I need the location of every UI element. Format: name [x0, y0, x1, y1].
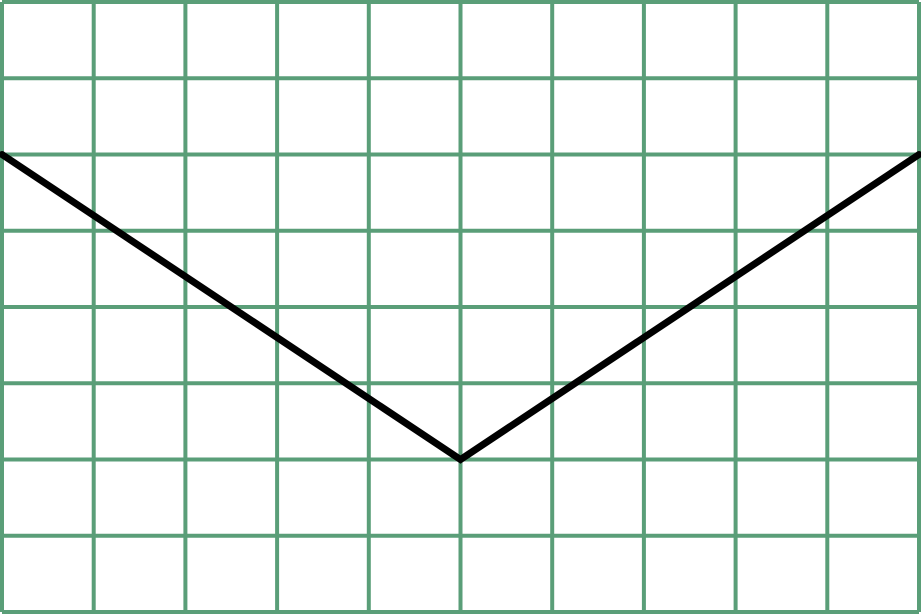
series-line-0 [0, 151, 921, 464]
series-layer [0, 151, 921, 464]
